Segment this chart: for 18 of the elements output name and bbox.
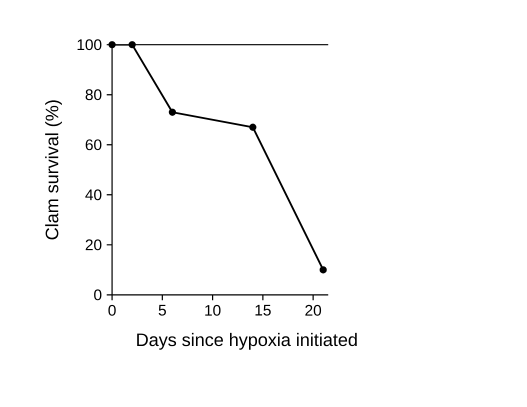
point bbox=[249, 124, 256, 131]
y-tick-label: 0 bbox=[94, 289, 102, 300]
x-tick-label: 15 bbox=[256, 304, 271, 316]
y-tick-label: 60 bbox=[86, 139, 102, 150]
y-tick-label: 20 bbox=[86, 239, 102, 250]
x-axis-title: Days since hypoxia initiated bbox=[137, 332, 357, 350]
y-axis-title: Clam survival (%) bbox=[45, 100, 62, 240]
x-tick-label: 10 bbox=[205, 304, 221, 316]
y-tick-label: 100 bbox=[78, 39, 102, 50]
point bbox=[108, 41, 116, 48]
y-tick-label: 40 bbox=[85, 189, 102, 200]
y-tick-label: 80 bbox=[86, 89, 102, 100]
x-tick-label: 20 bbox=[305, 304, 322, 316]
point bbox=[128, 41, 136, 48]
x-tick-label: 5 bbox=[158, 304, 166, 316]
x-tick-label: 0 bbox=[108, 304, 116, 316]
point bbox=[320, 266, 327, 274]
point bbox=[168, 108, 176, 116]
